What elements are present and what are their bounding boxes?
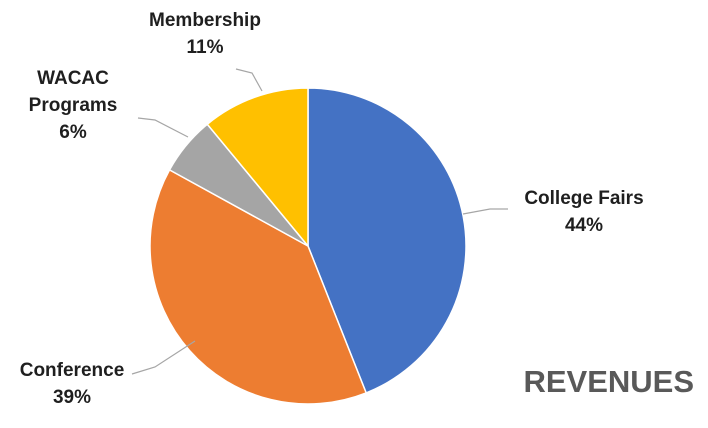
leader-line <box>131 340 196 375</box>
data-labels: College Fairs 44% Conference 39% WACAC Progra… <box>20 10 644 408</box>
pie-slice <box>307 87 467 394</box>
slice-value-label: 11% <box>187 37 224 58</box>
slice-category-label: WACAC <box>37 68 109 89</box>
slice-value-label: 6% <box>59 122 87 143</box>
pie-slice <box>149 168 368 405</box>
slice-value-label: 44% <box>565 215 603 236</box>
slice-category-label: Programs <box>29 95 118 116</box>
pie-slice <box>206 87 309 249</box>
chart-title: REVENUES <box>523 364 694 399</box>
pie-slices <box>149 87 467 405</box>
slice-category-label: Conference <box>20 360 125 381</box>
leader-line <box>235 68 263 92</box>
leader-line <box>462 208 508 215</box>
slice-category-label: College Fairs <box>524 188 643 209</box>
leader-line <box>137 117 189 138</box>
slice-value-label: 39% <box>53 387 91 408</box>
leader-lines <box>131 68 508 375</box>
slice-category-label: Membership <box>149 10 261 31</box>
